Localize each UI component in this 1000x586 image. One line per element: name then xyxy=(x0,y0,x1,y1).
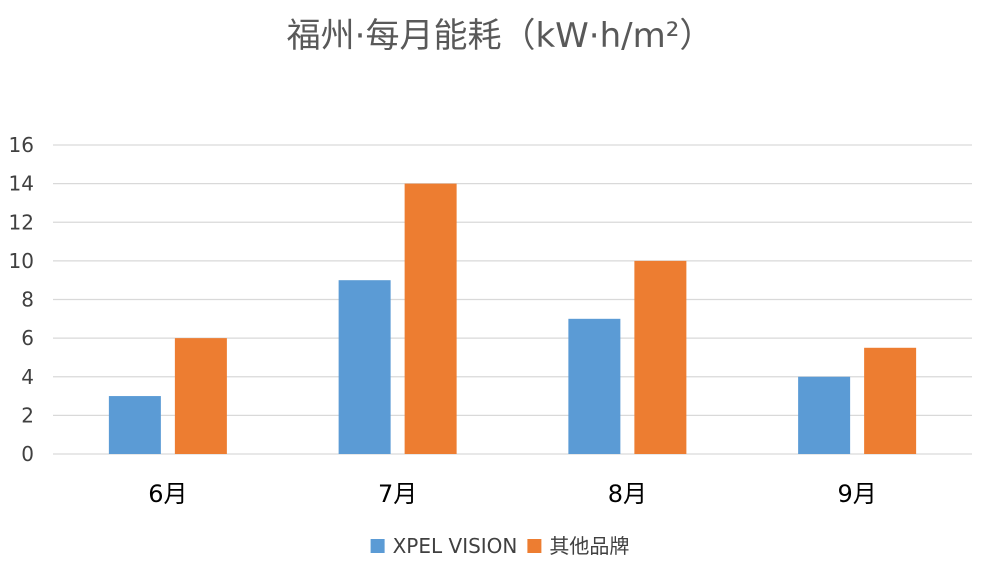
legend-item: XPEL VISION xyxy=(370,534,518,558)
y-tick-label: 0 xyxy=(21,442,34,466)
y-tick-label: 4 xyxy=(21,365,34,389)
bar xyxy=(798,376,851,454)
y-tick-label: 12 xyxy=(9,210,34,234)
legend-label: XPEL VISION xyxy=(393,534,518,558)
bar xyxy=(568,318,621,454)
x-tick-label: 9月 xyxy=(837,480,876,508)
legend-swatch xyxy=(527,539,542,553)
legend-swatch xyxy=(370,539,385,553)
bar xyxy=(864,347,917,454)
legend-item: 其他品牌 xyxy=(527,534,629,558)
x-axis-ticks: 6月 7月 8月 9月 xyxy=(148,480,877,508)
legend: XPEL VISION 其他品牌 xyxy=(370,534,629,558)
legend-label: 其他品牌 xyxy=(549,534,629,558)
x-tick-label: 8月 xyxy=(608,480,647,508)
x-tick-label: 6月 xyxy=(148,480,187,508)
x-tick-label: 7月 xyxy=(378,480,417,508)
y-tick-label: 14 xyxy=(9,172,34,196)
y-tick-label: 16 xyxy=(9,133,34,157)
y-tick-label: 8 xyxy=(21,288,34,312)
chart-title: 福州·每月能耗（kW·h/m²） xyxy=(287,16,714,56)
y-axis-ticks: 0 2 4 6 8 10 12 14 16 xyxy=(9,133,34,466)
bar xyxy=(108,396,161,454)
bar xyxy=(174,338,227,454)
y-tick-label: 6 xyxy=(21,326,34,350)
bar xyxy=(404,183,457,454)
y-tick-label: 2 xyxy=(21,403,34,427)
y-tick-label: 10 xyxy=(9,249,34,273)
bar xyxy=(634,260,687,454)
bar xyxy=(338,280,391,454)
bars xyxy=(108,183,917,454)
